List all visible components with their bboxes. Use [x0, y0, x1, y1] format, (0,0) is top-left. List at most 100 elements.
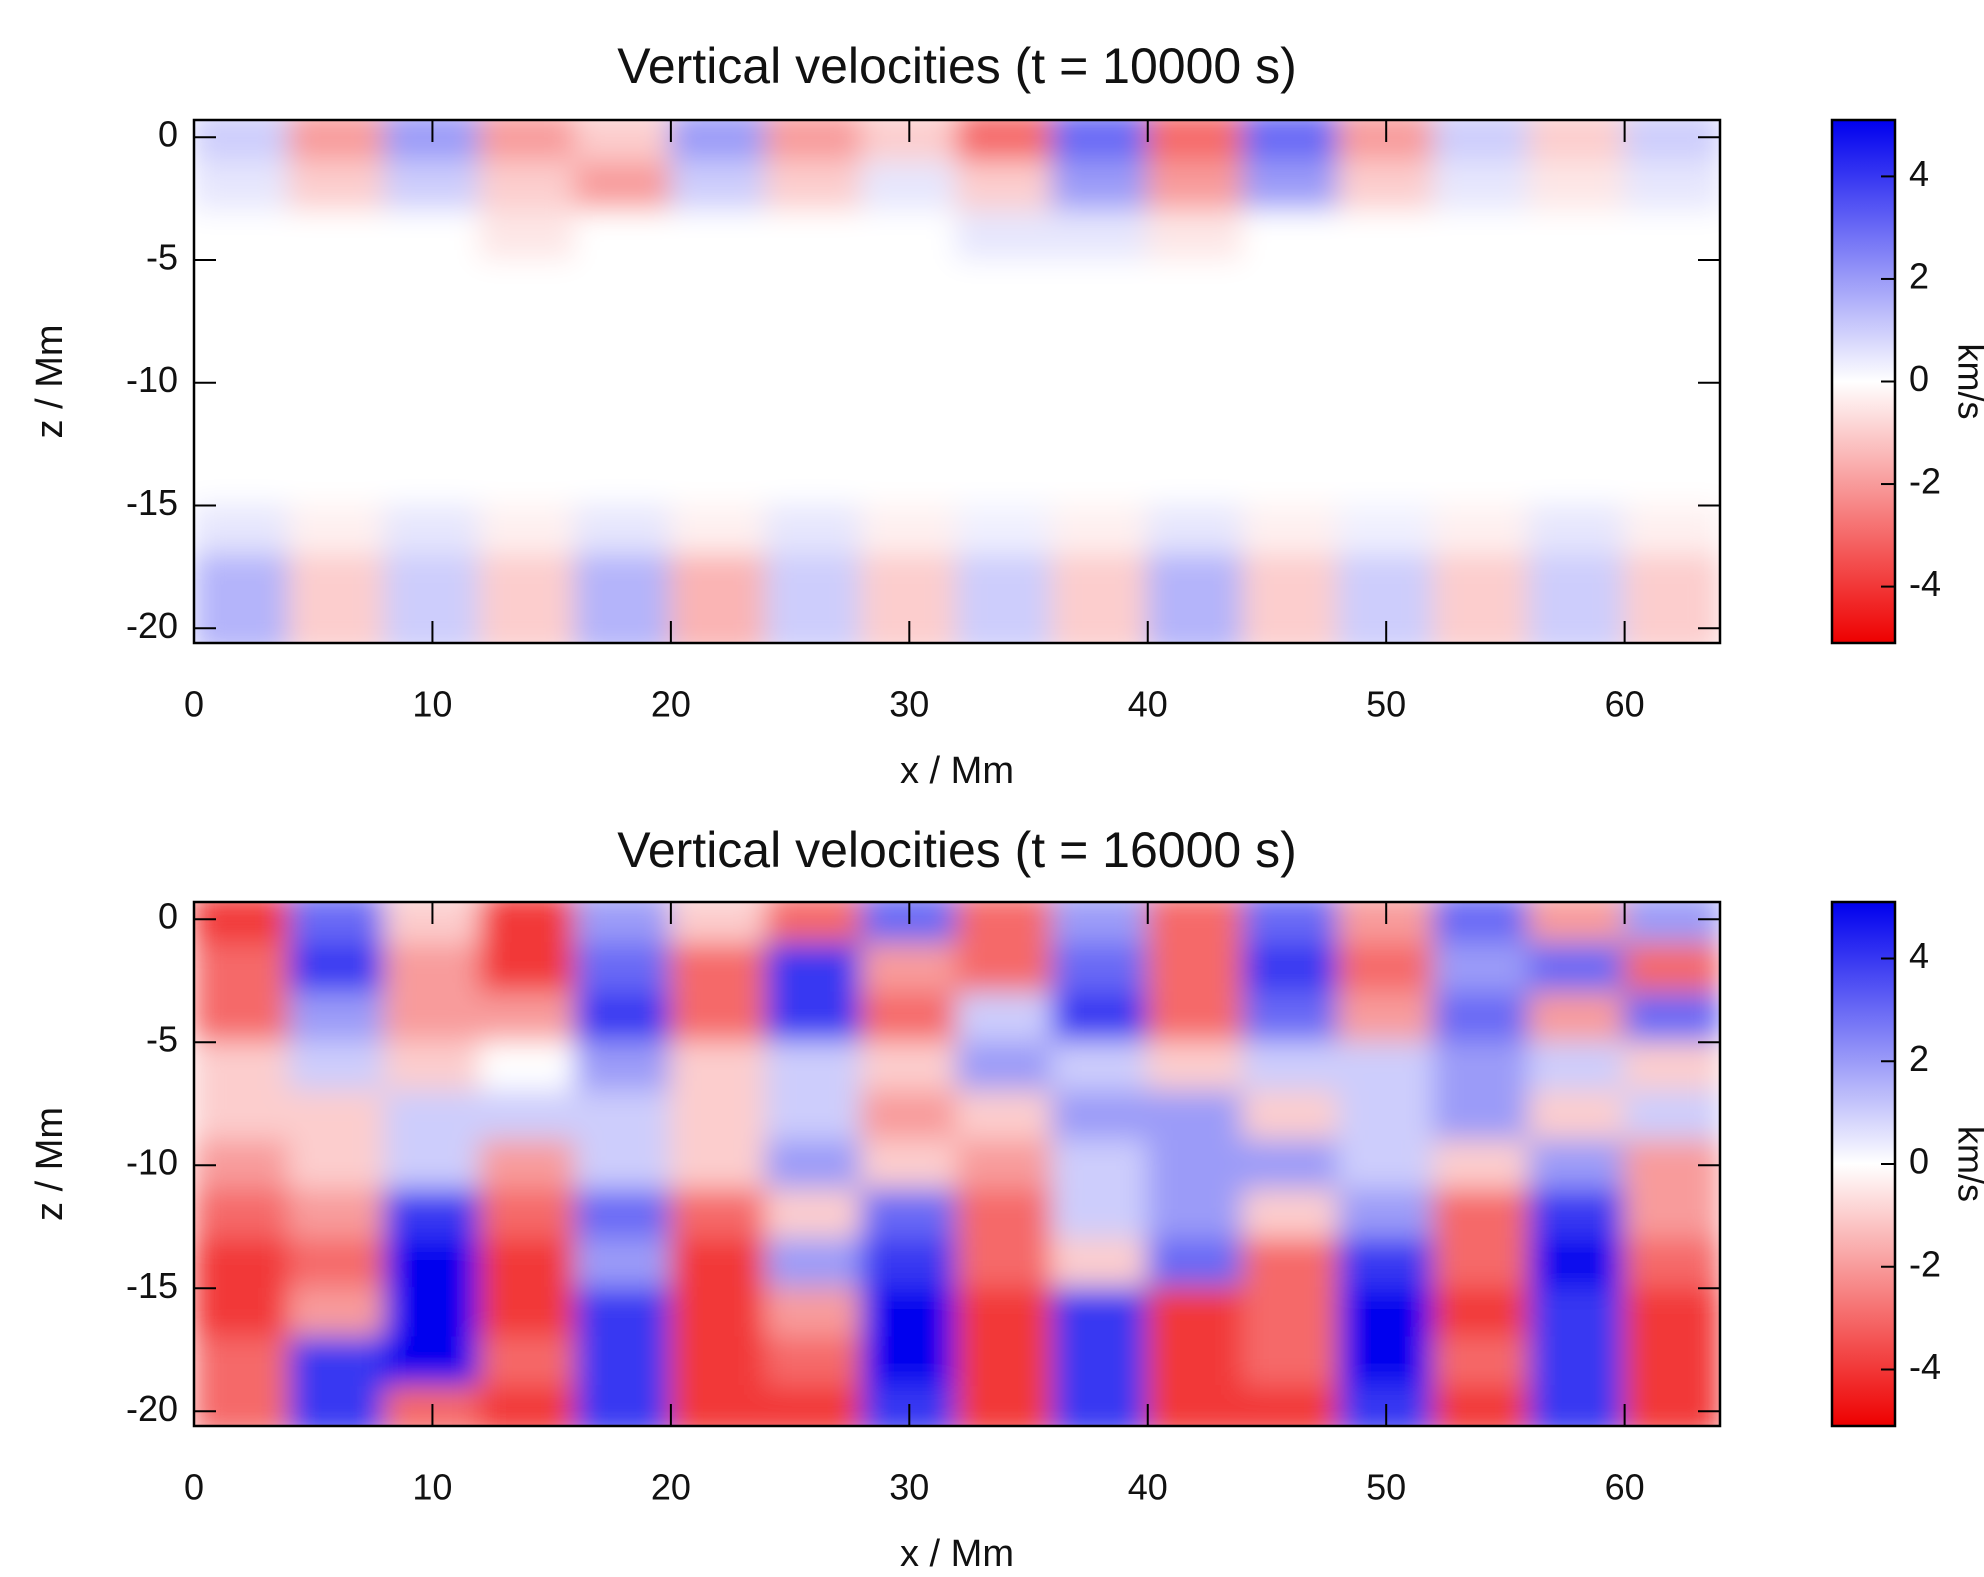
heatmap-cell: [1432, 942, 1531, 995]
heatmap-cell: [1146, 1287, 1245, 1339]
heatmap-cell: [1623, 902, 1720, 945]
heatmap-cell: [956, 902, 1054, 945]
heatmap-cell: [479, 258, 577, 311]
heatmap-cell: [194, 308, 291, 360]
heatmap-cell: [669, 1287, 768, 1339]
heatmap-cell: [765, 209, 863, 261]
heatmap-cell: [669, 1385, 768, 1426]
heatmap-cell: [479, 308, 577, 360]
heatmap-cell: [765, 357, 863, 409]
heatmap-cell: [1051, 1287, 1149, 1339]
heatmap-cell: [669, 455, 768, 507]
heatmap-cell: [1337, 1188, 1435, 1241]
heatmap-cell: [194, 258, 291, 311]
heatmap-cell: [765, 1336, 863, 1388]
heatmap-cell: [194, 902, 291, 945]
heatmap-cell: [1051, 504, 1149, 556]
heatmap-cell: [1528, 406, 1626, 458]
heatmap-cell: [1242, 1139, 1340, 1191]
heatmap-cell: [194, 1188, 291, 1241]
heatmap-cell: [956, 1385, 1054, 1426]
y-tick-label: -10: [126, 359, 178, 400]
heatmap-cell: [669, 357, 768, 409]
heatmap-cell: [1146, 553, 1245, 605]
heatmap-cell: [1623, 1041, 1720, 1093]
heatmap-cell: [1242, 1090, 1340, 1142]
colorbar-tick-label: -2: [1909, 1243, 1941, 1284]
heatmap-cell: [1432, 504, 1531, 556]
heatmap-cell: [288, 209, 386, 261]
heatmap-cell: [288, 992, 386, 1044]
heatmap-cell: [1146, 160, 1245, 212]
heatmap-cell: [574, 942, 672, 995]
colorbar-tick-label: 4: [1909, 153, 1929, 194]
heatmap-cell: [1051, 1041, 1149, 1093]
heatmap-cell: [1432, 406, 1531, 458]
heatmap-cell: [1528, 1336, 1626, 1388]
heatmap-cell: [1051, 308, 1149, 360]
heatmap-cell: [383, 1238, 482, 1290]
heatmap-cell: [765, 902, 863, 945]
heatmap-cell: [956, 406, 1054, 458]
heatmap-cell: [1623, 602, 1720, 643]
heatmap-cell: [1623, 1188, 1720, 1241]
heatmap-cell: [1432, 308, 1531, 360]
heatmap-cell: [1051, 1188, 1149, 1241]
heatmap-cell: [1051, 942, 1149, 995]
heatmap-cell: [765, 406, 863, 458]
y-tick-label: 0: [158, 114, 178, 155]
heatmap-cell: [194, 602, 291, 643]
heatmap-cell: [194, 992, 291, 1044]
heatmap-cell: [479, 1238, 577, 1290]
heatmap-cell: [194, 455, 291, 507]
heatmap-cell: [1528, 308, 1626, 360]
heatmap-cell: [1146, 1139, 1245, 1191]
heatmap-cell: [288, 258, 386, 311]
heatmap-cell: [669, 553, 768, 605]
heatmap-cell: [288, 1139, 386, 1191]
heatmap-cell: [765, 1287, 863, 1339]
heatmap-cell: [1051, 455, 1149, 507]
heatmap-cell: [574, 1238, 672, 1290]
heatmap-cell: [479, 1041, 577, 1093]
heatmap-cell: [1623, 504, 1720, 556]
heatmap-cell: [1337, 406, 1435, 458]
heatmap-cell: [288, 357, 386, 409]
heatmap-cell: [956, 553, 1054, 605]
heatmap-cell: [1146, 1041, 1245, 1093]
heatmap-cell: [1051, 1238, 1149, 1290]
heatmap-cell: [669, 1139, 768, 1191]
heatmap-cell: [1432, 553, 1531, 605]
heatmap-cell: [669, 504, 768, 556]
heatmap-cell: [194, 120, 291, 163]
heatmap-cell: [1051, 902, 1149, 945]
heatmap-cell: [1432, 1041, 1531, 1093]
heatmap-cell: [1623, 258, 1720, 311]
heatmap-cell: [956, 209, 1054, 261]
heatmap-cell: [574, 504, 672, 556]
x-tick-label: 60: [1605, 1467, 1645, 1508]
heatmap-cell: [956, 308, 1054, 360]
heatmap-cell: [669, 992, 768, 1044]
heatmap-cell: [1242, 160, 1340, 212]
heatmap-cell: [1146, 1385, 1245, 1426]
heatmap-cells: [194, 120, 1720, 643]
heatmap-cell: [1623, 1238, 1720, 1290]
heatmap-cell: [669, 1238, 768, 1290]
heatmap-cell: [1623, 992, 1720, 1044]
heatmap-cell: [1432, 357, 1531, 409]
heatmap-cell: [288, 942, 386, 995]
heatmap-cell: [860, 455, 958, 507]
heatmap-cell: [1337, 160, 1435, 212]
heatmap-cell: [1337, 1090, 1435, 1142]
heatmap-cell: [479, 1188, 577, 1241]
heatmap-cell: [669, 902, 768, 945]
heatmap-cell: [194, 553, 291, 605]
heatmap-cell: [479, 1287, 577, 1339]
heatmap-cell: [765, 160, 863, 212]
heatmap-cell: [1337, 942, 1435, 995]
heatmap-cell: [1432, 992, 1531, 1044]
heatmap-cell: [765, 1385, 863, 1426]
heatmap-cell: [1337, 308, 1435, 360]
heatmap-cell: [574, 406, 672, 458]
